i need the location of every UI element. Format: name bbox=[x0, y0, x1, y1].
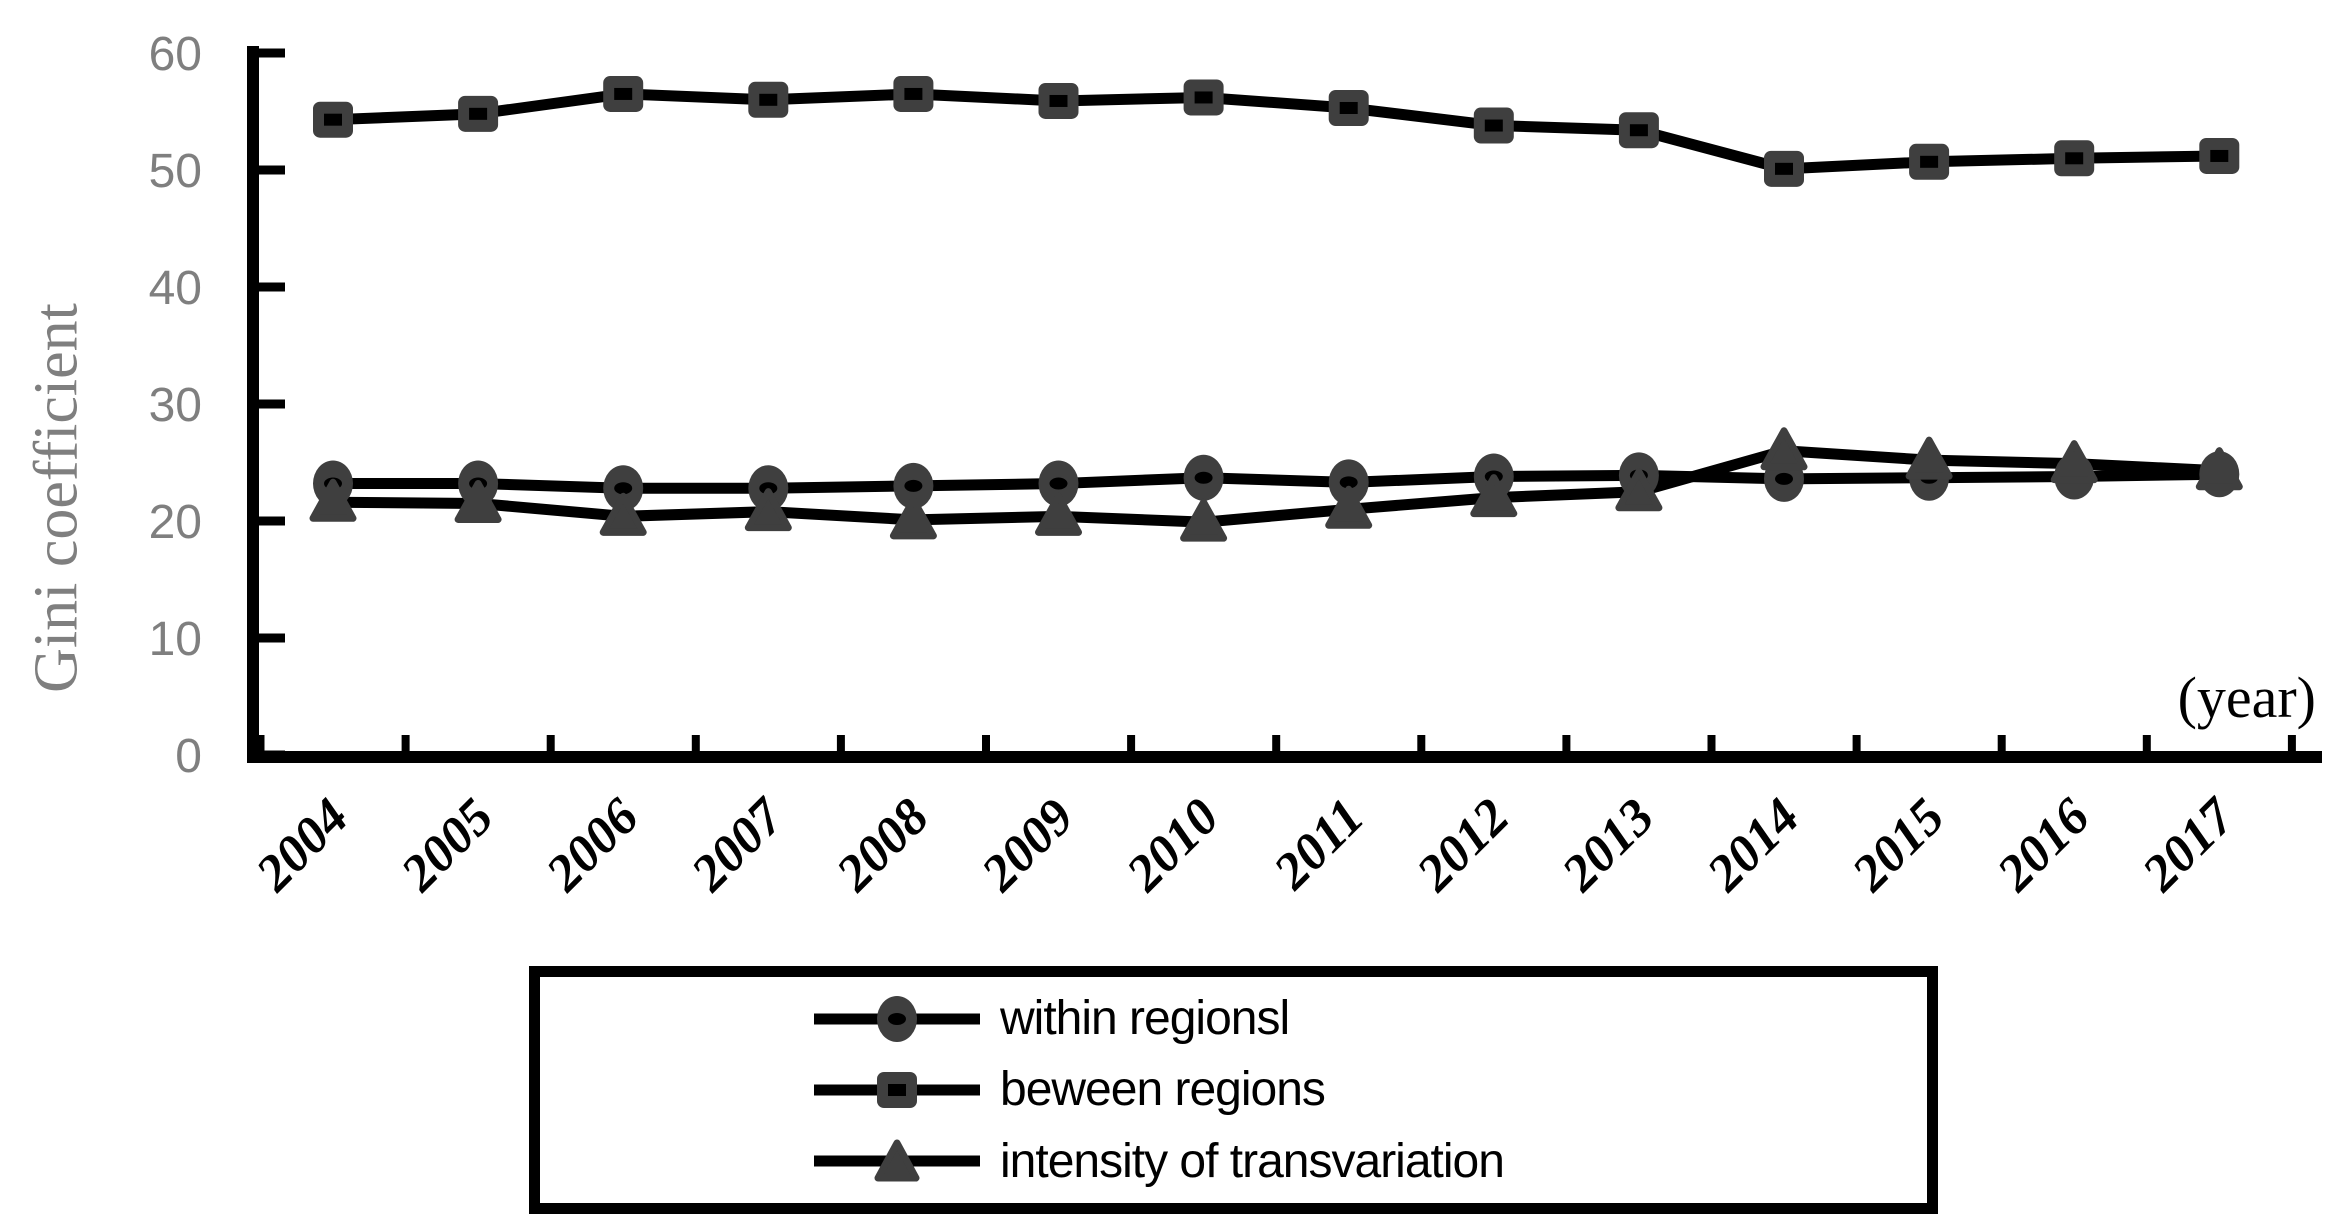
y-axis: 0 10 20 30 40 50 60 bbox=[149, 28, 285, 783]
circle-marker-icon bbox=[814, 995, 980, 1042]
series-lines bbox=[327, 88, 2225, 528]
square-marker-icon bbox=[814, 1071, 980, 1108]
legend-item-within-regions: within regionsl bbox=[812, 989, 1917, 1049]
x-category-label: 2012 bbox=[1406, 788, 1521, 903]
series-line-square bbox=[327, 88, 2225, 175]
y-axis-title: Gini coefficient bbox=[22, 303, 91, 693]
series-markers-triangle bbox=[309, 427, 2243, 542]
series-markers-square bbox=[313, 75, 2240, 187]
x-axis-unit-label: (year) bbox=[2177, 665, 2316, 730]
triangle-marker-icon bbox=[814, 1139, 980, 1182]
x-category-label: 2005 bbox=[390, 788, 505, 903]
x-category-label: 2013 bbox=[1551, 788, 1666, 903]
x-category-label: 2004 bbox=[245, 788, 360, 903]
y-tick-label: 30 bbox=[149, 379, 202, 432]
x-category-label: 2015 bbox=[1841, 788, 1956, 903]
legend-item-between-regions: beween regions bbox=[812, 1060, 1917, 1120]
legend-label-within-regions: within regionsl bbox=[1000, 992, 1290, 1046]
y-tick-label: 0 bbox=[175, 730, 202, 783]
x-category-label: 2017 bbox=[2131, 787, 2247, 903]
x-category-label: 2008 bbox=[825, 788, 940, 903]
x-axis bbox=[247, 735, 2322, 763]
x-category-label: 2009 bbox=[970, 788, 1085, 903]
legend-item-intensity-of-transvariation: intensity of transvariation bbox=[812, 1131, 1917, 1191]
y-tick-label: 10 bbox=[149, 613, 202, 666]
y-tick-label: 60 bbox=[149, 28, 202, 81]
legend-label-between-regions: beween regions bbox=[1000, 1063, 1326, 1117]
legend-label-intensity-of-transvariation: intensity of transvariation bbox=[1000, 1134, 1505, 1188]
series-line-circle bbox=[327, 468, 2225, 494]
y-tick-label: 40 bbox=[149, 262, 202, 315]
x-category-label: 2006 bbox=[535, 788, 650, 903]
y-tick-label: 20 bbox=[149, 496, 202, 549]
x-category-label: 2014 bbox=[1696, 788, 1811, 903]
x-category-labels: 2004 2005 2006 2007 2008 2009 2010 2011 2012 2013… bbox=[245, 787, 2247, 903]
x-category-label: 2010 bbox=[1116, 788, 1231, 903]
series-line-triangle bbox=[327, 445, 2225, 528]
legend: within regionsl beween regions intensity… bbox=[529, 966, 1938, 1214]
x-category-label: 2016 bbox=[1986, 788, 2101, 903]
x-category-label: 2011 bbox=[1263, 788, 1376, 901]
y-tick-label: 50 bbox=[149, 145, 202, 198]
x-category-label: 2007 bbox=[680, 787, 796, 903]
